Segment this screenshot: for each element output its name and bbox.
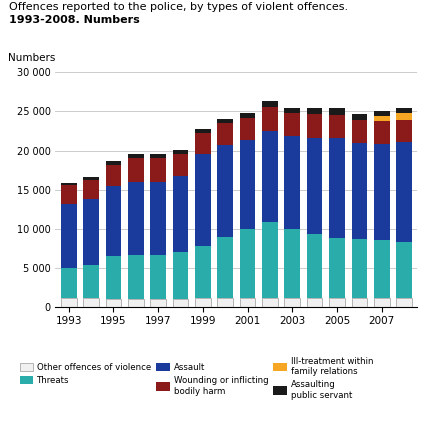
Bar: [285, 107, 300, 113]
Bar: [106, 299, 121, 307]
Bar: [61, 268, 77, 298]
Bar: [374, 144, 389, 240]
Bar: [106, 186, 121, 256]
Bar: [307, 114, 322, 138]
Bar: [329, 298, 345, 307]
Bar: [307, 298, 322, 307]
Bar: [106, 256, 121, 299]
Bar: [150, 158, 166, 182]
Bar: [285, 113, 300, 136]
Bar: [262, 101, 278, 107]
Bar: [217, 237, 233, 298]
Bar: [262, 222, 278, 298]
Bar: [195, 130, 211, 133]
Bar: [396, 113, 412, 120]
Bar: [396, 107, 412, 113]
Bar: [262, 131, 278, 222]
Bar: [83, 298, 99, 307]
Bar: [351, 239, 367, 298]
Bar: [128, 255, 144, 299]
Bar: [329, 115, 345, 138]
Bar: [106, 164, 121, 186]
Bar: [195, 298, 211, 307]
Bar: [128, 299, 144, 307]
Bar: [83, 177, 99, 180]
Legend: Other offences of violence, Threats, Assault, Wounding or inflicting
bodily harm: Other offences of violence, Threats, Ass…: [16, 353, 377, 403]
Bar: [329, 138, 345, 238]
Bar: [374, 116, 389, 121]
Text: Numbers: Numbers: [8, 53, 56, 63]
Bar: [61, 204, 77, 268]
Bar: [240, 298, 256, 307]
Bar: [128, 158, 144, 182]
Bar: [150, 255, 166, 299]
Bar: [150, 299, 166, 307]
Bar: [83, 199, 99, 265]
Bar: [106, 161, 121, 164]
Bar: [173, 154, 188, 176]
Bar: [173, 150, 188, 154]
Bar: [83, 180, 99, 199]
Bar: [173, 252, 188, 299]
Bar: [285, 298, 300, 307]
Text: 1993-2008. Numbers: 1993-2008. Numbers: [9, 15, 139, 25]
Bar: [262, 298, 278, 307]
Bar: [240, 118, 256, 140]
Bar: [128, 154, 144, 158]
Bar: [374, 240, 389, 298]
Bar: [240, 113, 256, 118]
Bar: [195, 246, 211, 298]
Bar: [240, 229, 256, 298]
Bar: [61, 298, 77, 307]
Bar: [351, 298, 367, 307]
Bar: [150, 182, 166, 255]
Bar: [128, 182, 144, 255]
Bar: [307, 138, 322, 234]
Bar: [195, 154, 211, 246]
Bar: [351, 114, 367, 120]
Bar: [61, 182, 77, 185]
Bar: [195, 133, 211, 154]
Bar: [217, 123, 233, 145]
Bar: [374, 121, 389, 144]
Text: Offences reported to the police, by types of violent offences.: Offences reported to the police, by type…: [9, 2, 348, 12]
Bar: [374, 111, 389, 116]
Bar: [307, 108, 322, 114]
Bar: [351, 120, 367, 143]
Bar: [307, 234, 322, 298]
Bar: [217, 298, 233, 307]
Bar: [329, 108, 345, 115]
Bar: [396, 242, 412, 298]
Bar: [396, 298, 412, 307]
Bar: [217, 119, 233, 123]
Bar: [285, 229, 300, 298]
Bar: [262, 107, 278, 131]
Bar: [285, 136, 300, 229]
Bar: [329, 238, 345, 298]
Bar: [396, 120, 412, 142]
Bar: [173, 299, 188, 307]
Bar: [150, 154, 166, 158]
Bar: [83, 265, 99, 298]
Bar: [173, 176, 188, 252]
Bar: [351, 143, 367, 239]
Bar: [240, 140, 256, 229]
Bar: [217, 145, 233, 237]
Bar: [374, 298, 389, 307]
Bar: [396, 142, 412, 242]
Bar: [61, 185, 77, 204]
